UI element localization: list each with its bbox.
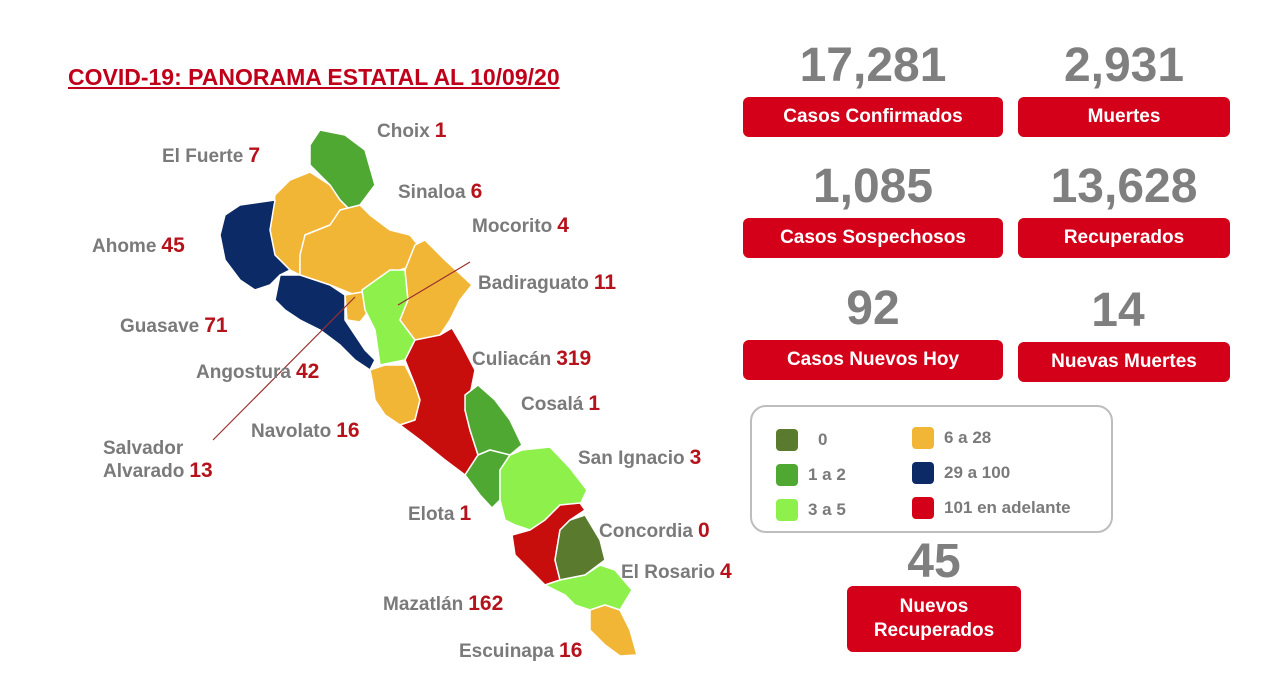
new-deaths-value: 14 bbox=[1091, 284, 1145, 337]
swatch-0 bbox=[776, 429, 798, 451]
suspected-value: 1,085 bbox=[812, 160, 934, 213]
label-el-rosario: El Rosario 4 bbox=[621, 560, 732, 584]
region-angostura bbox=[344, 291, 369, 323]
label-sinaloa: Sinaloa 6 bbox=[398, 180, 483, 204]
deaths-label: Muertes bbox=[1018, 97, 1230, 137]
label-badiraguato: Badiraguato 11 bbox=[478, 271, 617, 295]
recovered-label: Recuperados bbox=[1018, 218, 1230, 258]
mocorito-pointer bbox=[397, 261, 471, 306]
label-mocorito: Mocorito 4 bbox=[472, 214, 569, 238]
confirmed-label: Casos Confirmados bbox=[743, 97, 1003, 137]
label-angostura: Angostura 42 bbox=[196, 360, 320, 384]
swatch-3-5 bbox=[776, 499, 798, 521]
new-recovered-value: 45 bbox=[907, 535, 961, 588]
deaths-value: 2,931 bbox=[1063, 39, 1185, 92]
label-culiacan: Culiacán 319 bbox=[472, 347, 592, 371]
new-recovered-label: Nuevos Recuperados bbox=[847, 586, 1021, 652]
legend: 0 1 a 2 3 a 5 6 a 28 29 a 100 101 en ade… bbox=[750, 405, 1113, 533]
legend-item: 101 en adelante bbox=[912, 497, 1071, 519]
legend-item: 0 bbox=[776, 429, 827, 451]
label-guasave: Guasave 71 bbox=[120, 314, 228, 338]
new-cases-label: Casos Nuevos Hoy bbox=[743, 340, 1003, 380]
region-badiraguato bbox=[399, 239, 473, 341]
salvador-alvarado-pointer bbox=[212, 296, 356, 441]
label-salvador-alvarado: Salvador Alvarado 13 bbox=[103, 438, 213, 482]
label-ahome: Ahome 45 bbox=[92, 234, 185, 258]
recovered-value: 13,628 bbox=[1050, 160, 1198, 213]
legend-item: 29 a 100 bbox=[912, 462, 1010, 484]
label-elota: Elota 1 bbox=[408, 502, 472, 526]
confirmed-value: 17,281 bbox=[799, 39, 947, 92]
swatch-29-100 bbox=[912, 462, 934, 484]
label-choix: Choix 1 bbox=[377, 119, 447, 143]
new-deaths-label: Nuevas Muertes bbox=[1018, 342, 1230, 382]
label-cosala: Cosalá 1 bbox=[521, 392, 600, 416]
new-cases-value: 92 bbox=[846, 282, 900, 335]
swatch-6-28 bbox=[912, 427, 934, 449]
swatch-101-plus bbox=[912, 497, 934, 519]
page-title: COVID-19: PANORAMA ESTATAL AL 10/09/20 bbox=[68, 64, 560, 90]
region-el-rosario bbox=[544, 564, 633, 611]
label-el-fuerte: El Fuerte 7 bbox=[162, 144, 260, 168]
label-san-ignacio: San Ignacio 3 bbox=[578, 446, 702, 470]
region-concordia bbox=[554, 514, 606, 581]
region-guasave bbox=[274, 274, 376, 371]
legend-item: 1 a 2 bbox=[776, 464, 846, 486]
legend-item: 3 a 5 bbox=[776, 499, 846, 521]
label-escuinapa: Escuinapa 16 bbox=[459, 639, 583, 663]
swatch-1-2 bbox=[776, 464, 798, 486]
region-ahome bbox=[219, 199, 291, 291]
legend-item: 6 a 28 bbox=[912, 427, 991, 449]
label-concordia: Concordia 0 bbox=[599, 519, 710, 543]
label-mazatlan: Mazatlán 162 bbox=[383, 592, 504, 616]
suspected-label: Casos Sospechosos bbox=[743, 218, 1003, 258]
region-escuinapa bbox=[589, 604, 638, 657]
label-navolato: Navolato 16 bbox=[251, 419, 360, 443]
